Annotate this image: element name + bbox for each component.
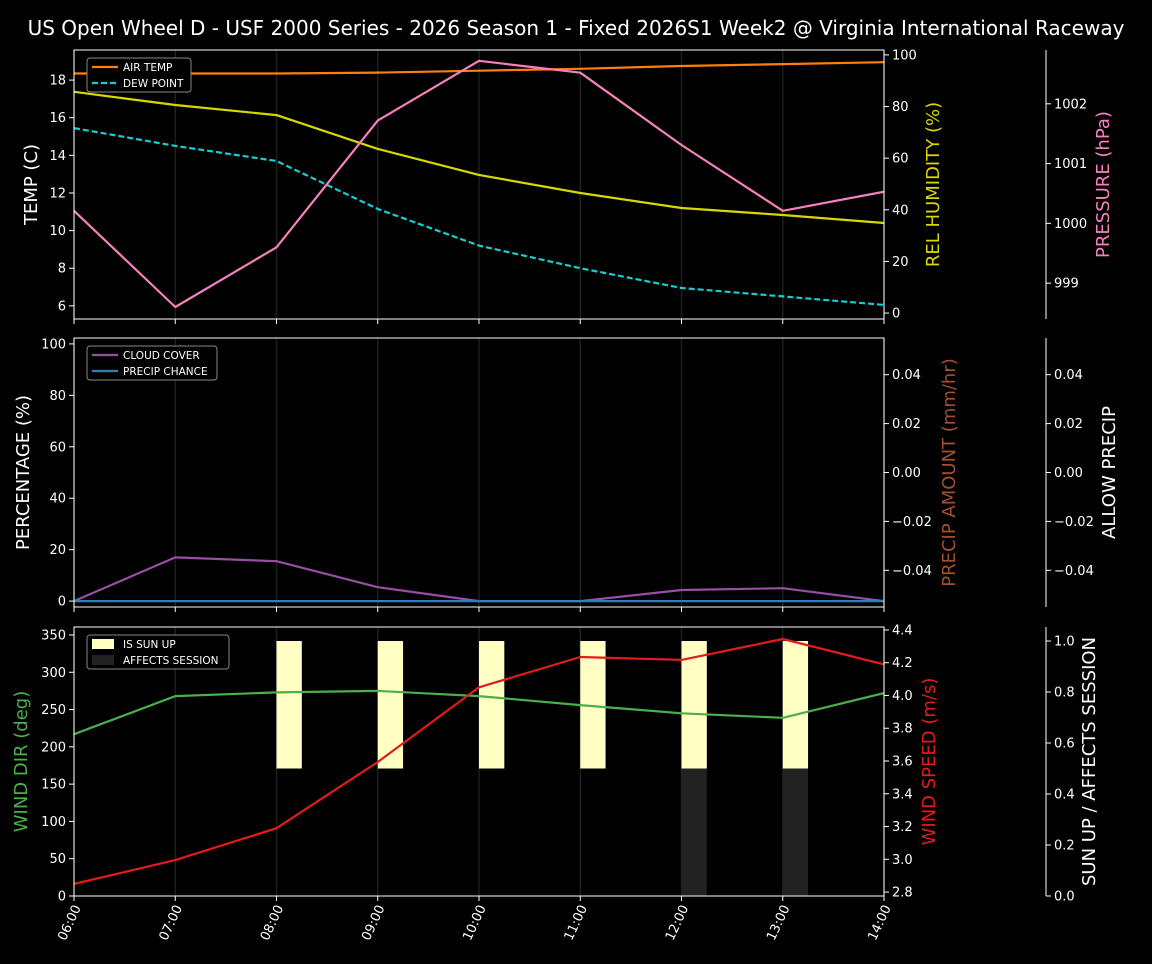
y-tick-label: 14 [49,149,66,164]
legend-label: CLOUD COVER [123,350,200,362]
y-tick-label: 18 [49,74,66,89]
legend: IS SUN UP AFFECTS SESSION [87,635,229,669]
y3-tick-label: 0.4 [1054,788,1075,803]
y-tick-label: 80 [49,389,66,404]
sun-up-bar [783,641,808,768]
y2-axis-label: WIND SPEED (m/s) [919,678,940,846]
y2-tick-label: 4.4 [892,623,913,638]
y3-axis-label: SUN UP / AFFECTS SESSION [1079,637,1100,886]
y3-tick-label: 1000 [1054,217,1087,232]
y3-tick-label: 1.0 [1054,635,1075,650]
y2-tick-label: 3.0 [892,853,913,868]
y2-tick-label: 4.2 [892,656,913,671]
y-tick-label: 12 [49,186,66,201]
y3-tick-label: 0.2 [1054,839,1075,854]
y2-tick-label: 20 [892,255,909,270]
y2-tick-label: 0.00 [892,466,921,481]
y3-tick-label: 0.04 [1054,368,1083,383]
y2-tick-label: 40 [892,203,909,218]
y2-tick-label: 3.4 [892,787,913,802]
y2-tick-label: 0.04 [892,368,921,383]
legend-swatch [92,639,114,649]
y3-tick-label: −0.04 [1054,564,1094,579]
y3-tick-label: 0.6 [1054,737,1075,752]
y3-tick-label: 0.02 [1054,417,1083,432]
y2-tick-label: 3.8 [892,722,913,737]
y-axis-label: PERCENTAGE (%) [13,395,34,550]
legend: AIR TEMP DEW POINT [87,58,191,92]
y-tick-label: 150 [41,778,66,793]
y2-tick-label: 0.02 [892,417,921,432]
y2-tick-label: 80 [892,100,909,115]
y2-tick-label: −0.02 [892,515,932,530]
y-tick-label: 50 [49,852,66,867]
y2-tick-label: 2.8 [892,886,913,901]
y-axis-label: WIND DIR (deg) [11,691,32,833]
y2-tick-label: −0.04 [892,564,932,579]
y3-tick-label: −0.02 [1054,515,1094,530]
sun-up-bar [277,641,302,768]
y2-tick-label: 3.2 [892,820,913,835]
legend-label: AIR TEMP [123,62,172,74]
y-tick-label: 10 [49,224,66,239]
y-tick-label: 8 [58,262,66,277]
y-tick-label: 100 [41,815,66,830]
y2-tick-label: 100 [892,48,917,63]
legend-label: IS SUN UP [123,639,176,651]
y-tick-label: 0 [58,595,66,610]
legend-swatch [92,655,114,665]
y3-tick-label: 999 [1054,277,1079,292]
y-axis-label: TEMP (C) [21,144,42,226]
y-tick-label: 60 [49,440,66,455]
sun-up-bar [479,641,504,768]
y-tick-label: 16 [49,111,66,126]
y3-tick-label: 1002 [1054,97,1087,112]
affects-session-bar [783,769,808,896]
y3-axis-label: ALLOW PRECIP [1099,406,1120,539]
y3-tick-label: 0.0 [1054,890,1075,905]
y-tick-label: 20 [49,543,66,558]
legend-label: DEW POINT [123,78,184,90]
y3-tick-label: 1001 [1054,157,1087,172]
sun-up-bar [378,641,403,768]
y3-tick-label: 0.8 [1054,686,1075,701]
y2-axis-label: REL HUMIDITY (%) [923,102,944,267]
legend-label: PRECIP CHANCE [123,366,208,378]
legend-label: AFFECTS SESSION [123,655,219,667]
y2-axis-label: PRECIP AMOUNT (mm/hr) [939,358,960,587]
y-tick-label: 0 [58,890,66,905]
y2-tick-label: 4.0 [892,689,913,704]
chart-title: US Open Wheel D - USF 2000 Series - 2026… [28,16,1125,40]
legend: CLOUD COVER PRECIP CHANCE [87,346,217,380]
y-tick-label: 350 [41,628,66,643]
y2-tick-label: 60 [892,152,909,167]
y-tick-label: 6 [58,299,66,314]
y2-tick-label: 3.6 [892,755,913,770]
y-tick-label: 250 [41,703,66,718]
y3-axis-label: PRESSURE (hPa) [1093,111,1114,258]
affects-session-bar [682,769,707,896]
y-tick-label: 100 [41,337,66,352]
y-tick-label: 40 [49,492,66,507]
y-tick-label: 200 [41,740,66,755]
y3-tick-label: 0.00 [1054,466,1083,481]
y-tick-label: 300 [41,666,66,681]
y2-tick-label: 0 [892,307,900,322]
